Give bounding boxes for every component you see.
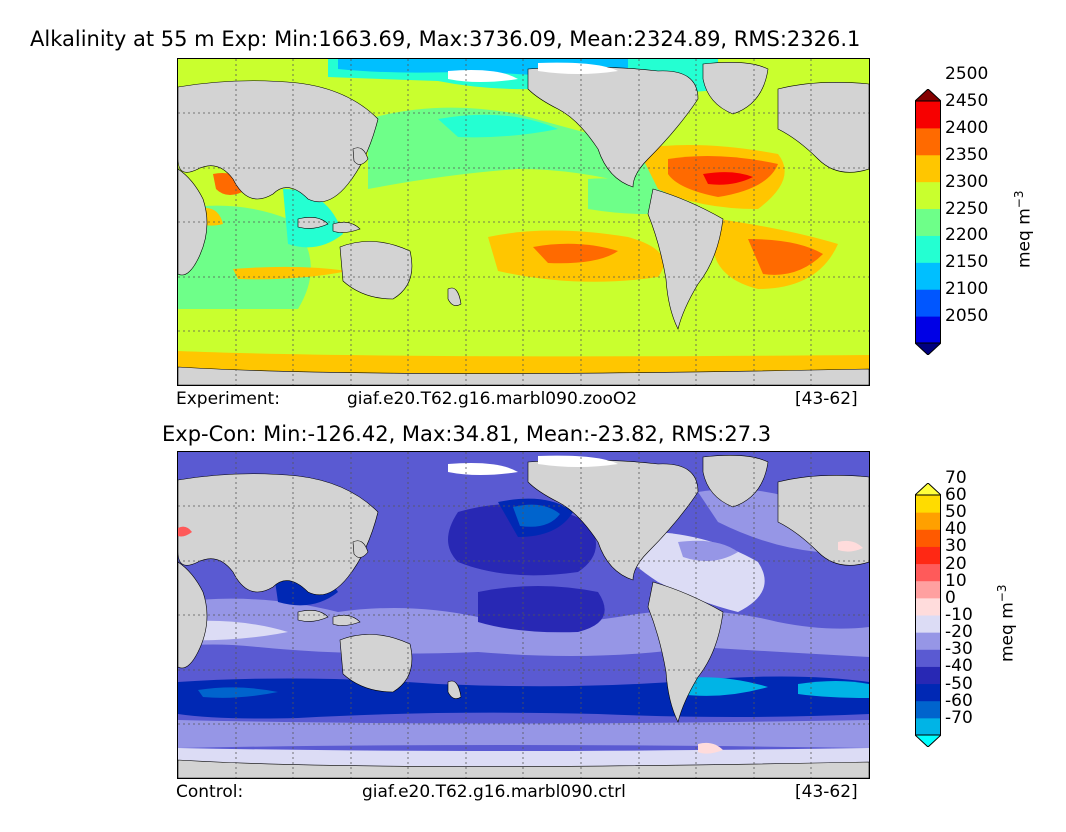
top-caption-label: Experiment: xyxy=(176,389,280,409)
colorbar-tick-label: 20 xyxy=(945,553,967,574)
bottom-caption-label: Control: xyxy=(176,782,244,802)
colorbar-1-frame xyxy=(915,494,941,736)
bottom-colorbar-unit: meq m−3 xyxy=(995,585,1018,662)
colorbar-0-segment xyxy=(915,127,941,156)
colorbar-tick-label: -70 xyxy=(945,707,973,728)
colorbar-1-segment xyxy=(915,615,941,633)
colorbar-tick-label: -50 xyxy=(945,673,973,694)
colorbar-tick-label: 2200 xyxy=(945,225,989,246)
colorbar-tick-label: -60 xyxy=(945,690,973,711)
colorbar-1-segment xyxy=(915,546,941,565)
top-caption-case: giaf.e20.T62.g16.marbl090.zooO2 xyxy=(347,389,638,409)
colorbar-tick-label: 2100 xyxy=(945,279,989,300)
colorbar-tick-label: 2150 xyxy=(945,252,989,273)
top-map xyxy=(177,58,870,386)
colorbar-0-extend-max xyxy=(915,89,941,102)
top-colorbar-unit-text: meq m xyxy=(1014,208,1035,268)
colorbar-0-segment xyxy=(915,154,941,183)
colorbar-0-segment xyxy=(915,289,941,317)
colorbar-1-segment xyxy=(915,495,941,513)
colorbar-tick-label: 2400 xyxy=(945,117,989,138)
colorbar-tick-label: 30 xyxy=(945,536,967,557)
colorbar-1-segment xyxy=(915,512,941,530)
colorbar-tick-label: 2500 xyxy=(945,64,989,85)
colorbar-0-segment xyxy=(915,235,941,263)
colorbar-0-extend-min xyxy=(915,342,941,355)
colorbar-tick-label: 2250 xyxy=(945,198,989,219)
colorbar-tick-label: 2050 xyxy=(945,306,989,327)
bottom-colorbar-unit-exp: −3 xyxy=(995,584,1009,603)
bottom-caption-years: [43-62] xyxy=(795,782,858,802)
colorbar-0-segment xyxy=(915,208,941,236)
colorbar-0-segment xyxy=(915,316,941,344)
colorbar-0-segment xyxy=(915,101,941,129)
colorbar-1-segment xyxy=(915,649,941,667)
top-colorbar-unit: meq m−3 xyxy=(1012,191,1035,268)
colorbar-1-segment xyxy=(915,563,941,582)
bottom-map xyxy=(177,451,870,779)
colorbar-0-segment xyxy=(915,181,941,210)
colorbar-0-frame xyxy=(915,100,941,344)
bottom-colorbar-unit-text: meq m xyxy=(997,602,1018,662)
colorbar-1-segment xyxy=(915,632,941,650)
colorbar-tick-label: -30 xyxy=(945,639,973,660)
top-caption-years: [43-62] xyxy=(795,389,858,409)
colorbar-tick-label: 70 xyxy=(945,467,967,488)
top-colorbar-unit-exp: −3 xyxy=(1012,190,1026,209)
colorbar-1-segment xyxy=(915,529,941,547)
colorbar-1-segment xyxy=(915,580,941,599)
colorbar-1-segment xyxy=(915,666,941,685)
colorbar-tick-label: 2450 xyxy=(945,91,989,111)
colorbar-tick-label: 60 xyxy=(945,485,967,505)
colorbar-1-extend-max xyxy=(915,483,941,496)
colorbar-0-segment xyxy=(915,262,941,290)
colorbar-tick-label: -10 xyxy=(945,605,973,625)
colorbar-1-segment xyxy=(915,683,941,702)
colorbar-1-segment xyxy=(915,700,941,719)
bottom-colorbar xyxy=(915,483,941,747)
bottom-caption-case: giaf.e20.T62.g16.marbl090.ctrl xyxy=(362,782,626,802)
top-colorbar xyxy=(915,89,941,355)
colorbar-tick-label: 50 xyxy=(945,502,967,523)
colorbar-tick-label: -20 xyxy=(945,622,973,643)
colorbar-tick-label: 0 xyxy=(945,587,956,608)
top-panel-title: Alkalinity at 55 m Exp: Min:1663.69, Max… xyxy=(30,27,861,51)
colorbar-tick-label: 2300 xyxy=(945,171,989,192)
colorbar-tick-label: 2350 xyxy=(945,144,989,165)
bottom-panel-title: Exp-Con: Min:-126.42, Max:34.81, Mean:-2… xyxy=(162,422,772,446)
colorbar-tick-label: 40 xyxy=(945,519,967,540)
colorbar-tick-label: 10 xyxy=(945,570,967,591)
colorbar-tick-label: -40 xyxy=(945,656,973,677)
colorbar-1-segment xyxy=(915,597,941,616)
colorbar-1-extend-min xyxy=(915,734,941,747)
colorbar-1-segment xyxy=(915,717,941,736)
